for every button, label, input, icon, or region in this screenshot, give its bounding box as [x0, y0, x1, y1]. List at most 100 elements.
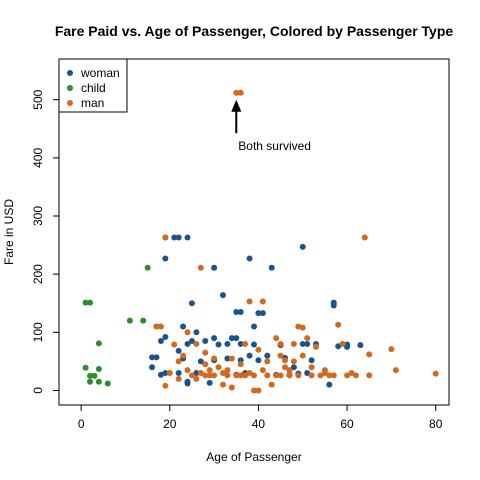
- point-man: [162, 382, 169, 389]
- x-tick-label: 20: [163, 417, 177, 431]
- legend-label-woman: woman: [80, 66, 120, 80]
- point-man: [184, 367, 191, 374]
- point-man: [273, 335, 280, 342]
- point-woman: [162, 370, 169, 377]
- point-woman: [184, 380, 191, 387]
- point-man: [286, 367, 293, 374]
- point-man: [308, 372, 315, 379]
- y-tick-label: 500: [31, 89, 45, 109]
- point-woman: [233, 308, 240, 315]
- point-child: [95, 365, 102, 372]
- point-man: [268, 381, 275, 388]
- point-woman: [153, 354, 160, 361]
- point-woman: [299, 340, 306, 347]
- point-man: [193, 340, 200, 347]
- point-child: [126, 317, 133, 324]
- x-tick-label: 60: [340, 417, 354, 431]
- point-child: [95, 378, 102, 385]
- x-axis: 0 20 40 60 80: [78, 405, 443, 431]
- point-man: [246, 298, 253, 305]
- point-man: [166, 370, 173, 377]
- point-man: [295, 372, 302, 379]
- point-child: [104, 380, 111, 387]
- point-man: [219, 381, 226, 388]
- point-woman: [326, 381, 333, 388]
- point-woman: [175, 370, 182, 377]
- point-woman: [188, 338, 195, 345]
- point-man: [197, 264, 204, 271]
- point-man: [202, 361, 209, 368]
- point-woman: [175, 234, 182, 241]
- point-woman: [237, 308, 244, 315]
- point-man: [211, 355, 218, 362]
- point-woman: [197, 358, 204, 365]
- point-man: [264, 358, 271, 365]
- point-man: [228, 355, 235, 362]
- point-woman: [228, 335, 235, 342]
- point-man: [339, 340, 346, 347]
- x-tick-label: 40: [252, 417, 266, 431]
- point-man: [251, 372, 257, 379]
- point-man: [366, 372, 373, 379]
- legend-marker-child: [67, 85, 73, 91]
- point-man: [215, 364, 222, 371]
- point-man: [388, 346, 395, 353]
- point-woman: [162, 333, 169, 340]
- point-woman: [304, 340, 311, 347]
- point-man: [255, 387, 262, 394]
- point-man: [197, 370, 204, 377]
- point-woman: [206, 379, 213, 386]
- point-man: [264, 372, 271, 379]
- point-man: [206, 372, 213, 379]
- point-man: [233, 89, 240, 96]
- point-woman: [171, 234, 178, 241]
- point-man: [290, 358, 297, 365]
- chart-title: Fare Paid vs. Age of Passenger, Colored …: [55, 23, 454, 39]
- point-woman: [224, 340, 231, 347]
- point-man: [321, 370, 328, 377]
- point-man: [237, 89, 244, 96]
- point-man: [251, 387, 257, 394]
- point-woman: [224, 355, 231, 362]
- point-woman: [193, 370, 200, 377]
- point-woman: [330, 302, 337, 309]
- point-man: [233, 372, 240, 379]
- point-man: [219, 370, 226, 377]
- y-tick-label: 0: [31, 387, 45, 394]
- point-man: [162, 234, 169, 241]
- point-man: [211, 372, 218, 379]
- point-man: [308, 364, 315, 371]
- point-man: [277, 372, 284, 379]
- point-man: [206, 367, 213, 374]
- y-axis: 0 100 200 300 400 500: [31, 89, 59, 394]
- point-woman: [188, 300, 195, 307]
- point-woman: [304, 370, 311, 377]
- point-man: [273, 372, 280, 379]
- point-man: [175, 375, 182, 382]
- legend-label-man: man: [81, 96, 104, 110]
- point-woman: [255, 310, 262, 317]
- point-woman: [308, 357, 315, 364]
- point-woman: [184, 340, 191, 347]
- point-child: [144, 264, 151, 271]
- point-man: [313, 343, 320, 350]
- point-woman: [202, 338, 209, 345]
- point-man: [304, 335, 311, 342]
- legend-label-child: child: [81, 81, 106, 95]
- annotation-arrow-head: [231, 99, 242, 112]
- x-tick-label: 0: [78, 417, 85, 431]
- point-man: [237, 372, 244, 379]
- point-woman: [211, 264, 218, 271]
- point-child: [87, 378, 94, 385]
- y-tick-label: 400: [31, 148, 45, 168]
- point-woman: [149, 364, 156, 371]
- y-tick-label: 200: [31, 264, 45, 284]
- point-man: [242, 340, 249, 347]
- point-woman: [184, 234, 191, 241]
- point-man: [255, 346, 262, 353]
- point-man: [366, 351, 373, 358]
- point-man: [171, 341, 178, 348]
- point-woman: [259, 310, 266, 317]
- point-man: [344, 372, 351, 379]
- point-woman: [149, 354, 156, 361]
